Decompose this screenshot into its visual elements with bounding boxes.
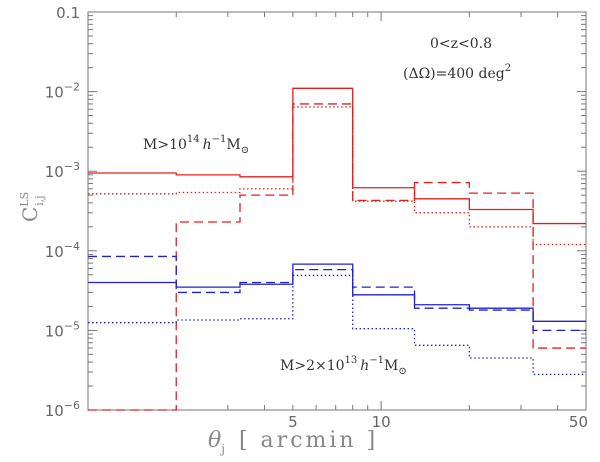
y-tick-label: 10−2 [45, 81, 80, 102]
y-tick-label: 10−6 [45, 399, 80, 420]
series-line-3 [88, 263, 586, 322]
x-tick-label: 10 [372, 413, 391, 431]
annotation-high-mass: M>1014 h−1M⊙ [143, 134, 249, 156]
x-tick-label: 50 [569, 413, 588, 431]
tick-marks [87, 12, 587, 411]
y-tick-label: 0.1 [56, 4, 80, 22]
series-line-2 [88, 106, 586, 246]
y-tick-label: 10−3 [45, 160, 80, 181]
annotation-area: (ΔΩ)=400 deg2 [403, 63, 511, 82]
y-axis-label: CLS i,j [18, 192, 46, 222]
annotation-low-mass: M>2×1013 h−1M⊙ [280, 355, 407, 377]
y-tick-label: 10−4 [45, 240, 80, 261]
series-line-4 [88, 255, 586, 332]
series-group [88, 87, 586, 411]
x-axis-label: θj[ arcmin ] [208, 428, 378, 456]
series-line-0 [88, 87, 586, 225]
annotation-redshift: 0<z<0.8 [430, 36, 492, 52]
x-tick-label: 5 [288, 413, 298, 431]
plot-frame [87, 11, 587, 411]
y-tick-label: 10−5 [45, 319, 80, 340]
